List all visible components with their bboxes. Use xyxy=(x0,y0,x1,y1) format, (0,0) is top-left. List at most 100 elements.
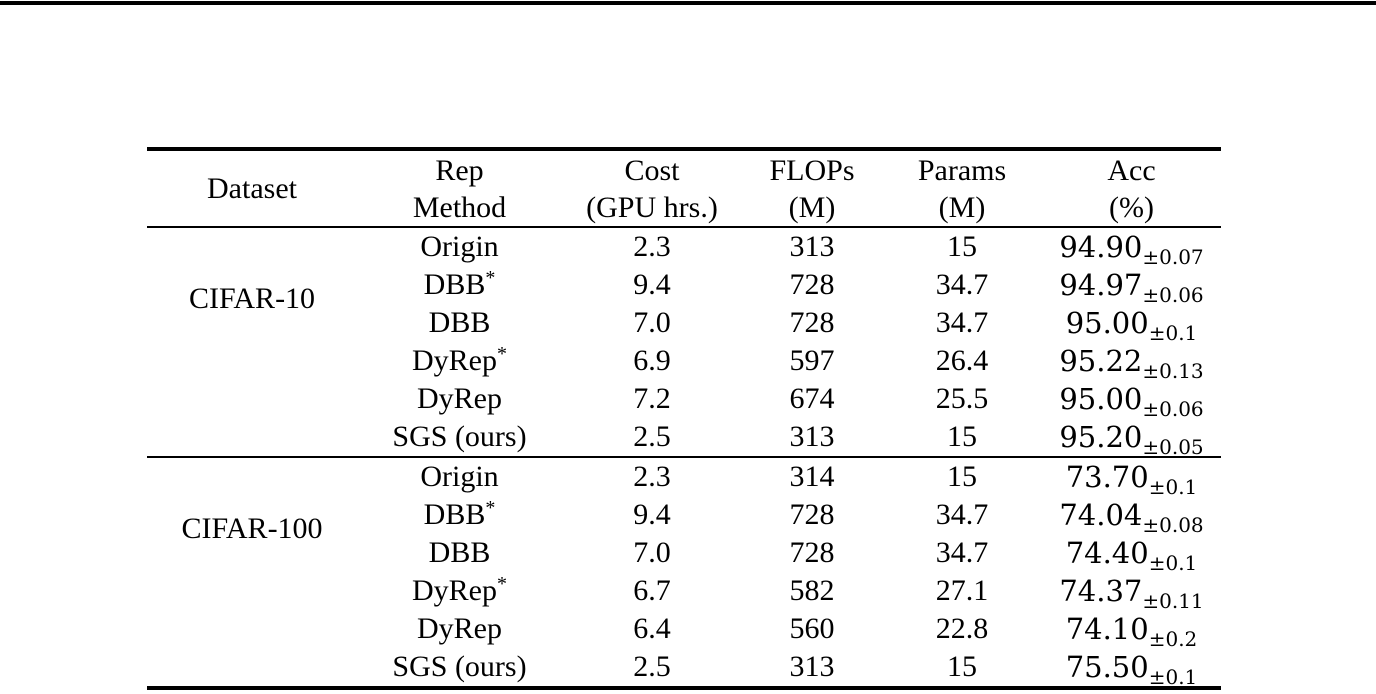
cell-cost: 9.4 xyxy=(633,498,671,531)
acc-value: 94.90 xyxy=(1059,230,1143,264)
method-label: Origin xyxy=(420,460,499,493)
table-row: DyRep* 6.7 582 27.1 74.37±0.11 xyxy=(147,572,1221,613)
acc-std: ±0.2 xyxy=(1148,627,1198,651)
header-line: (M) xyxy=(938,190,986,224)
cell-flops: 728 xyxy=(789,536,835,569)
table-row: DyRep 7.2 674 25.5 95.00±0.06 xyxy=(147,380,1221,421)
cell-method: DBB xyxy=(357,534,562,572)
cell-method: Origin xyxy=(357,227,562,266)
cell-flops: 313 xyxy=(789,650,835,683)
acc-value: 73.70 xyxy=(1065,460,1149,494)
cell-params: 34.7 xyxy=(935,306,989,339)
cell-params: 25.5 xyxy=(935,382,989,415)
header-line: FLOPs xyxy=(769,153,855,187)
cell-cost: 7.0 xyxy=(633,536,671,569)
cell-params: 34.7 xyxy=(935,498,989,531)
acc-value: 94.97 xyxy=(1059,268,1143,302)
cell-params: 34.7 xyxy=(935,536,989,569)
cell-params: 15 xyxy=(947,650,977,683)
method-label: DBB xyxy=(428,536,491,569)
cell-method: DyRep xyxy=(357,610,562,648)
header-row: Dataset Rep Method Cost (GPU hrs.) FLOPs… xyxy=(147,149,1221,228)
acc-std: ±0.11 xyxy=(1142,589,1204,613)
cell-params: 27.1 xyxy=(935,574,989,607)
header-line: Method xyxy=(412,190,507,224)
cell-method: SGS (ours) xyxy=(357,418,562,458)
cell-cost: 2.3 xyxy=(633,230,671,263)
cell-acc: 74.37±0.11 xyxy=(1042,572,1221,613)
acc-std: ±0.07 xyxy=(1142,245,1204,269)
col-header-flops: FLOPs (M) xyxy=(742,149,882,228)
table-row: DBB* 9.4 728 34.7 74.04±0.08 xyxy=(147,496,1221,537)
cell-method: DBB* xyxy=(357,266,562,304)
acc-std: ±0.1 xyxy=(1148,665,1198,689)
table-row: DBB* 9.4 728 34.7 94.97±0.06 xyxy=(147,266,1221,305)
cell-flops: 560 xyxy=(789,612,835,645)
cell-params: 15 xyxy=(882,418,1042,458)
acc-std: ±0.08 xyxy=(1142,513,1204,537)
col-header-dataset: Dataset xyxy=(147,149,357,228)
cell-method: DBB xyxy=(357,304,562,342)
method-label: DyRep xyxy=(417,382,502,415)
col-header-cost: Cost (GPU hrs.) xyxy=(562,149,742,228)
acc-value: 74.40 xyxy=(1065,536,1149,570)
cell-method: DBB* xyxy=(357,496,562,534)
cell-method: SGS (ours) xyxy=(357,648,562,688)
method-label: DyRep xyxy=(412,574,497,607)
cell-acc: 94.90±0.07 xyxy=(1042,227,1221,269)
header-line: (GPU hrs.) xyxy=(586,190,718,224)
table-row: CIFAR-10 Origin 2.3 313 15 94.90±0.07 xyxy=(147,227,1221,458)
acc-value: 95.22 xyxy=(1059,344,1143,378)
method-label: SGS (ours) xyxy=(392,420,527,453)
cell-cost: 7.2 xyxy=(633,382,671,415)
cell-cost: 6.9 xyxy=(633,344,671,377)
acc-value: 95.00 xyxy=(1059,382,1143,416)
method-star: * xyxy=(497,343,507,365)
method-label: DBB xyxy=(423,268,486,301)
cell-params: 15 xyxy=(947,460,977,493)
cell-acc: 74.10±0.2 xyxy=(1042,610,1221,651)
col-header-params: Params (M) xyxy=(882,149,1042,228)
method-label: DBB xyxy=(428,306,491,339)
cell-cost: 2.5 xyxy=(562,418,742,458)
cell-method: DyRep* xyxy=(357,342,562,380)
method-label: SGS (ours) xyxy=(392,650,527,683)
header-line: Dataset xyxy=(207,172,297,205)
cell-params: 34.7 xyxy=(935,268,989,301)
cell-cost: 2.3 xyxy=(633,460,671,493)
table-body: CIFAR-10 Origin 2.3 313 15 94.90±0.07 DB… xyxy=(147,227,1221,688)
cell-acc: 95.00±0.06 xyxy=(1042,380,1221,421)
header-line: Cost xyxy=(624,153,680,187)
method-star: * xyxy=(485,497,496,519)
cell-method: DyRep xyxy=(357,380,562,418)
acc-std: ±0.1 xyxy=(1148,475,1198,499)
col-header-acc: Acc (%) xyxy=(1042,149,1221,228)
cell-flops: 314 xyxy=(789,460,835,493)
table-row: SGS (ours) 2.5 313 15 75.50±0.1 xyxy=(147,648,1221,688)
acc-value: 95.20 xyxy=(1059,420,1143,454)
acc-std: ±0.1 xyxy=(1148,321,1198,345)
cell-flops: 674 xyxy=(789,382,835,415)
cell-flops: 313 xyxy=(742,418,882,458)
col-header-rep-method: Rep Method xyxy=(357,149,562,228)
cell-acc: 95.20±0.05 xyxy=(1042,418,1221,459)
table-row: CIFAR-100 Origin 2.3 314 15 73.70±0.1 xyxy=(147,457,1221,545)
cell-cost: 6.4 xyxy=(633,612,671,645)
acc-value: 74.04 xyxy=(1059,498,1143,532)
cell-acc: 94.97±0.06 xyxy=(1042,266,1221,305)
cell-acc: 95.00±0.1 xyxy=(1042,304,1221,345)
table-row: DyRep 6.4 560 22.8 74.10±0.2 xyxy=(147,610,1221,651)
acc-std: ±0.05 xyxy=(1142,435,1204,459)
cell-method: Origin xyxy=(357,457,562,496)
acc-std: ±0.13 xyxy=(1142,359,1204,383)
cell-params: 15 xyxy=(947,230,977,263)
cell-flops: 728 xyxy=(789,268,835,301)
cell-flops: 728 xyxy=(789,306,835,339)
cell-flops: 728 xyxy=(789,498,835,531)
cell-flops: 597 xyxy=(789,344,835,377)
table-row: DyRep* 6.9 597 26.4 95.22±0.13 xyxy=(147,342,1221,383)
acc-std: ±0.06 xyxy=(1142,397,1204,421)
acc-value: 75.50 xyxy=(1065,650,1149,684)
method-star: * xyxy=(497,573,507,595)
cell-acc: 74.40±0.1 xyxy=(1042,534,1221,573)
